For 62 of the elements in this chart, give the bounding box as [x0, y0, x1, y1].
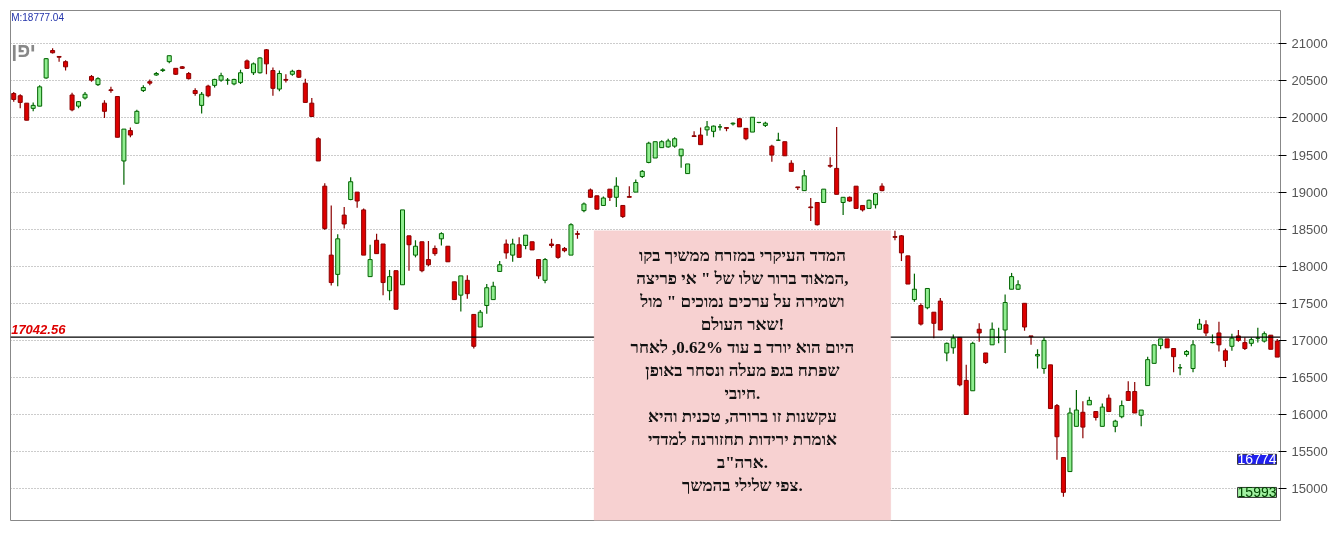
y-tick-label: 16000: [1291, 407, 1328, 422]
candlestick: [309, 97, 315, 118]
y-tick-label: 16500: [1291, 369, 1328, 385]
candlestick: [924, 287, 930, 310]
candlestick: [458, 275, 464, 313]
candlestick: [516, 236, 522, 258]
candlestick: [406, 235, 412, 272]
candlestick: [1028, 335, 1034, 346]
candlestick: [464, 274, 470, 300]
candlestick: [484, 283, 490, 315]
candlestick: [315, 136, 321, 162]
candlestick: [976, 322, 982, 343]
y-tick-label: 17000: [1291, 332, 1328, 348]
candlestick: [911, 273, 917, 303]
candlestick: [56, 55, 62, 63]
candlestick: [717, 123, 723, 132]
candlestick: [1222, 347, 1228, 368]
candlestick: [503, 238, 509, 260]
candlestick: [1274, 338, 1280, 358]
candlestick: [801, 169, 807, 192]
candlestick: [302, 78, 308, 104]
candlestick: [341, 206, 347, 230]
candlestick: [950, 333, 956, 355]
candlestick: [263, 48, 269, 75]
y-tick-label: 20000: [1291, 110, 1328, 126]
candlestick: [387, 269, 393, 301]
candlestick: [1171, 347, 1177, 373]
candlestick: [613, 176, 619, 208]
y-tick-label: 19000: [1291, 184, 1328, 200]
candlestick: [69, 92, 75, 112]
y-tick-label: 15000: [1291, 481, 1328, 497]
text: המדד העיקרי במזרח ממשיך בקו המאוד ברור שלו של " אי פריצה, ושמירה על ערכים נמוכים " מול שאר העולם! היום הוא יורד ב עוד 0.62%, לאחר שפתח בגפ מעלה ונסחר באופן חיובי. עקשנות זו ברורה, טכנית והיא אומרת ירידות תחזורנה למדדי ארה"ב. צפי שלילי בהמשך.: [630, 246, 855, 496]
y-tick-label: 21000: [1291, 36, 1328, 52]
candlestick: [808, 197, 814, 222]
y-tick-label: 20500: [1291, 73, 1328, 89]
y-tick-label: 15500: [1291, 444, 1328, 460]
candlestick: [840, 196, 846, 216]
candlestick: [542, 257, 548, 284]
candlestick: [270, 66, 276, 97]
candlestick: [536, 258, 542, 280]
candlestick: [1099, 402, 1105, 427]
y-tick-label: 18000: [1291, 258, 1328, 274]
annotation: 16774: [1237, 451, 1277, 468]
candlestick: [367, 244, 373, 278]
candlestick: [1080, 400, 1086, 439]
candlestick: [1216, 321, 1222, 353]
y-tick-label: 19500: [1291, 147, 1328, 163]
ref-line-label: 17042.56: [11, 322, 67, 338]
annotation: 15993: [1237, 484, 1277, 501]
y-tick-label: 17500: [1291, 295, 1328, 311]
candlestick: [276, 69, 282, 92]
candlestick: [989, 321, 995, 346]
candlestick: [199, 91, 205, 115]
annotation: M:18777.04: [11, 11, 65, 23]
candlestick: [918, 302, 924, 327]
text: יפן: [11, 38, 36, 61]
candlestick: [283, 73, 289, 83]
candlestick: [1022, 302, 1028, 332]
candlestick: [510, 238, 516, 263]
y-tick-label: 18500: [1291, 221, 1328, 237]
candlestick: [678, 148, 684, 169]
candlestick: [108, 86, 114, 94]
